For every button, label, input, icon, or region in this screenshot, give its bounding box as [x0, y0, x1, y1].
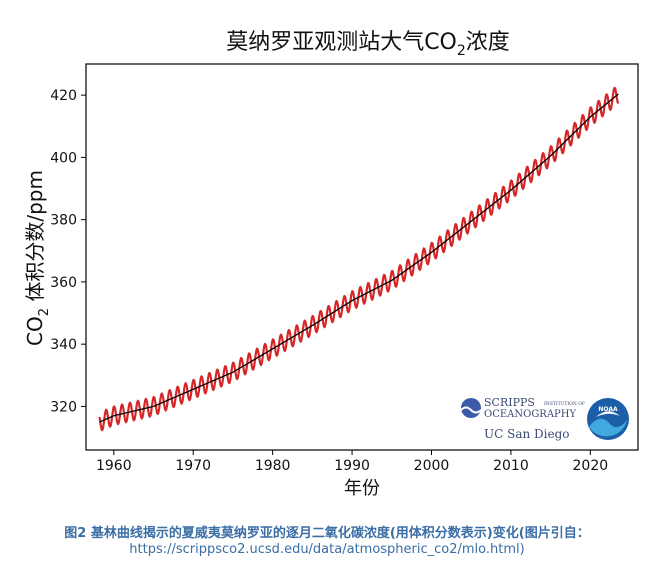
x-tick-label: 2010 [493, 458, 529, 474]
chart-title-tail: 浓度 [466, 30, 510, 55]
x-tick-label: 1990 [334, 458, 370, 474]
figure-caption-line1: 图2 基林曲线揭示的夏威夷莫纳罗亚的逐月二氧化碳浓度(用体积分数表示)变化(图片… [64, 526, 590, 541]
scripps-logo: SCRIPPS INSTITUTION OF OCEANOGRAPHY UC S… [460, 396, 585, 441]
y-tick-label: 340 [50, 337, 77, 353]
x-tick-label: 1980 [255, 458, 291, 474]
trend-co2-line [99, 93, 619, 423]
x-axis-ticks: 1960 1970 1980 1990 2000 2010 2020 [96, 450, 608, 474]
y-axis-label-main: CO [23, 316, 47, 346]
noaa-logo-text: NOAA [598, 406, 618, 413]
y-tick-label: 400 [50, 150, 77, 166]
chart-title-subscript: 2 [457, 43, 466, 59]
x-axis-label: 年份 [344, 478, 380, 499]
monthly-co2-line [98, 86, 620, 432]
figure-caption-line2: https://scrippsco2.ucsd.edu/data/atmosph… [129, 542, 525, 557]
ucsd-logo-text: UC San Diego [484, 427, 570, 441]
y-axis-label-tail: 体积分数/ppm [23, 170, 47, 308]
x-tick-label: 2020 [573, 458, 609, 474]
chart-title-main: 莫纳罗亚观测站大气CO [226, 30, 457, 55]
y-axis-ticks: 320 340 360 380 400 420 [50, 88, 86, 415]
scripps-small-text: INSTITUTION OF [544, 401, 585, 407]
scripps-line1: SCRIPPS [484, 396, 535, 409]
y-axis-label: CO2 体积分数/ppm [23, 170, 52, 346]
noaa-gull-icon [596, 411, 620, 417]
y-axis-label-subscript: 2 [37, 308, 52, 316]
co2-chart: 莫纳罗亚观测站大气CO2浓度 CO2 体积分数/ppm 年份 320340360… [23, 30, 639, 499]
scripps-wave-icon [460, 406, 482, 414]
scripps-line2: OCEANOGRAPHY [484, 409, 577, 420]
noaa-logo: NOAA [587, 398, 629, 440]
chart-title: 莫纳罗亚观测站大气CO2浓度 [226, 30, 510, 59]
x-tick-label: 2000 [414, 458, 450, 474]
noaa-wave-icon [589, 418, 627, 437]
x-tick-label: 1960 [96, 458, 132, 474]
y-tick-label: 360 [50, 275, 77, 291]
x-tick-label: 1970 [175, 458, 211, 474]
plot-lines [98, 86, 620, 432]
y-tick-label: 380 [50, 213, 77, 229]
plot-frame [85, 63, 639, 451]
y-tick-label: 420 [50, 88, 77, 104]
y-tick-label: 320 [50, 399, 77, 415]
